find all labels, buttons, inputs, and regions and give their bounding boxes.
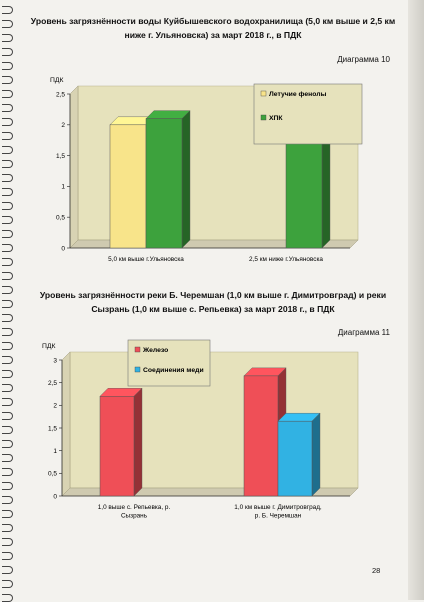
y-tick-label: 1,5 — [56, 153, 65, 160]
binder-ring — [2, 566, 13, 574]
chart-1-diagram-label: Диаграмма 10 — [337, 55, 390, 64]
binder-ring — [2, 230, 13, 238]
legend-swatch — [134, 366, 141, 373]
x-tick-label: 1,0 выше с. Репьевка, р. Сызрань — [98, 504, 171, 520]
binder-ring — [2, 524, 13, 532]
y-axis-label: ПДК — [42, 343, 55, 350]
x-tick-label: 2,5 км ниже г.Ульяновска — [249, 256, 323, 263]
binder-ring — [2, 342, 13, 350]
y-tick-label: 2 — [61, 122, 65, 129]
binder-ring — [2, 48, 13, 56]
legend-label: Железо — [142, 347, 168, 354]
bar — [145, 118, 183, 249]
binder-ring — [2, 202, 13, 210]
bar — [109, 124, 147, 249]
binder-ring — [2, 188, 13, 196]
legend-label: Соединения меди — [143, 367, 204, 374]
binder-ring — [2, 132, 13, 140]
legend-box — [253, 83, 363, 145]
chart-1: 0 0,5 1 1,5 2 2,5 ПДК 5,0 км выше г.Ульяновска 2… — [50, 77, 363, 263]
bar-side — [133, 387, 143, 497]
binder-ring — [2, 580, 13, 588]
binder-ring — [2, 6, 13, 14]
legend-swatch — [260, 114, 267, 121]
binder-ring — [2, 454, 13, 462]
legend-label: ХПК — [269, 115, 283, 122]
y-tick-label: 2,5 — [48, 380, 57, 387]
plot-side-wall — [69, 85, 79, 249]
y-tick-label: 0 — [53, 493, 57, 500]
binder-ring — [2, 76, 13, 84]
binder-ring — [2, 258, 13, 266]
binder-ring — [2, 90, 13, 98]
binder-ring — [2, 160, 13, 168]
y-tick-label: 1 — [61, 184, 65, 191]
binder-ring — [2, 118, 13, 126]
bar-side — [181, 110, 191, 249]
y-tick-label: 0,5 — [48, 471, 57, 478]
bar — [243, 375, 279, 497]
chart-2: 0 0,5 1 1,5 2 2,5 3 ПДК 1,0 выше с. Репьевка, р.… — [42, 339, 359, 520]
y-tick-label: 1,5 — [48, 425, 57, 432]
binder-ring — [2, 398, 13, 406]
binder-ring — [2, 244, 13, 252]
bar — [285, 143, 323, 249]
binder-ring — [2, 34, 13, 42]
legend-box — [127, 339, 211, 387]
binder-ring — [2, 20, 13, 28]
bar-side — [311, 412, 321, 497]
binder-ring — [2, 216, 13, 224]
y-tick-label: 1 — [53, 448, 57, 455]
binder-ring — [2, 356, 13, 364]
binder-ring — [2, 104, 13, 112]
binder-ring — [2, 482, 13, 490]
binder-ring — [2, 594, 13, 602]
binder-ring — [2, 174, 13, 182]
binder-ring — [2, 552, 13, 560]
legend-swatch — [260, 90, 267, 97]
page-edge — [408, 0, 424, 600]
binder-ring — [2, 146, 13, 154]
bar — [277, 420, 313, 497]
binder-ring — [2, 314, 13, 322]
x-tick-label: 5,0 км выше г.Ульяновска — [108, 256, 184, 263]
y-tick-label: 2 — [53, 403, 57, 410]
binder-ring — [2, 426, 13, 434]
binder-ring — [2, 538, 13, 546]
binder-ring — [2, 468, 13, 476]
binder-ring — [2, 510, 13, 518]
binder-ring — [2, 272, 13, 280]
binder-ring — [2, 62, 13, 70]
binder-ring — [2, 384, 13, 392]
binder-ring — [2, 300, 13, 308]
binder-ring — [2, 440, 13, 448]
plot-side-wall — [61, 351, 71, 497]
binder-ring — [2, 286, 13, 294]
chart-2-diagram-label: Диаграмма 11 — [337, 328, 390, 337]
chart-2-heading: Уровень загрязнённости реки Б. Черемшан … — [39, 290, 387, 314]
binder-ring — [2, 370, 13, 378]
chart-1-heading: Уровень загрязнённости воды Куйбышевског… — [30, 16, 396, 40]
y-axis-label: ПДК — [50, 77, 63, 84]
bar-side — [321, 134, 331, 249]
legend-swatch — [134, 346, 141, 353]
page-number: 28 — [372, 566, 381, 575]
binder-ring — [2, 328, 13, 336]
y-tick-label: 2,5 — [56, 91, 65, 98]
legend-label: Летучие фенолы — [269, 91, 327, 98]
y-tick-label: 3 — [53, 357, 57, 364]
y-tick-label: 0 — [61, 245, 65, 252]
binder-ring — [2, 496, 13, 504]
x-tick-label: 1,0 км выше г. Димитровград, р. Б. Черемш… — [234, 504, 322, 520]
binder-ring — [2, 412, 13, 420]
bar — [99, 396, 135, 497]
y-tick-label: 0,5 — [56, 215, 65, 222]
